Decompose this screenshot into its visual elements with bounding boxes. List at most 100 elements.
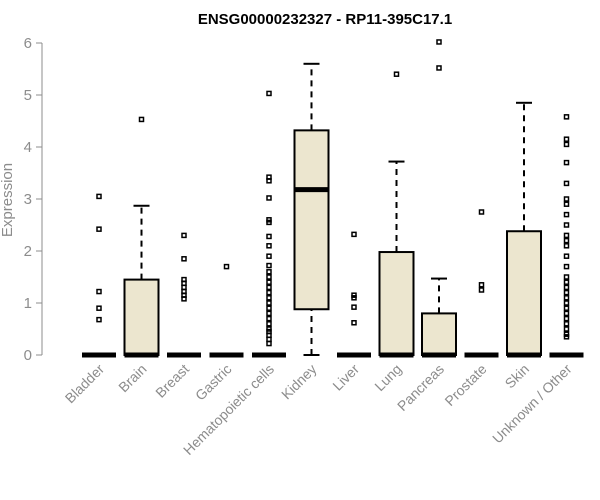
x-tick-label: Skin [502, 361, 533, 392]
outlier-point [478, 282, 485, 288]
outlier-point [181, 284, 187, 291]
outlier-point [351, 231, 357, 238]
outlier-point [563, 243, 570, 249]
outlier-point [563, 295, 570, 301]
box-group [293, 62, 330, 356]
y-tick-label: 2 [24, 243, 32, 260]
box-body [421, 312, 457, 356]
outlier-point [436, 39, 442, 45]
y-tick-label: 4 [24, 139, 32, 156]
outlier-point [351, 320, 357, 326]
box-group [209, 263, 244, 358]
outlier-point [563, 237, 570, 244]
outlier-point [266, 295, 272, 301]
box-group [337, 231, 371, 358]
box-body [123, 278, 160, 357]
outlier-point [563, 315, 570, 322]
y-tick-label: 1 [24, 295, 32, 312]
y-tick-label: 0 [24, 347, 32, 364]
box-group [167, 232, 201, 358]
y-axis: 0 1 2 3 4 5 6 [24, 35, 43, 364]
box-group [506, 101, 542, 358]
outlier-point [223, 263, 230, 270]
outlier-point [563, 284, 570, 291]
outlier-point [266, 219, 272, 226]
outlier-point [266, 262, 272, 269]
x-tick-label: Pancreas [394, 361, 447, 414]
outlier-point [563, 159, 570, 166]
x-tick-label: Bladder [62, 361, 108, 407]
x-tick-label: Lung [371, 361, 404, 394]
outlier-point [96, 226, 102, 232]
x-tick-label: Unknown / Other [489, 361, 575, 447]
outlier-point [266, 195, 272, 201]
outlier-point [563, 289, 570, 296]
outlier-point [96, 288, 102, 295]
outlier-point [266, 90, 272, 97]
y-tick-label: 5 [24, 87, 32, 104]
x-tick-label: Kidney [278, 361, 320, 403]
box-group [549, 114, 584, 358]
outlier-point [181, 232, 187, 239]
outlier-point [266, 233, 272, 240]
box-group [252, 90, 286, 358]
x-tick-label: Breast [152, 361, 192, 401]
y-tick-label: 6 [24, 35, 32, 52]
outlier-point [266, 279, 272, 285]
outlier-point [563, 263, 570, 270]
box-body [506, 230, 542, 357]
outlier-point [266, 289, 272, 296]
outlier-point [563, 310, 570, 317]
plot-area [82, 39, 584, 358]
outlier-point [266, 269, 272, 275]
outlier-point [266, 305, 272, 311]
outlier-point [181, 256, 187, 262]
outlier-point [181, 296, 187, 302]
outlier-point [96, 316, 102, 323]
outlier-point [563, 196, 570, 202]
outlier-point [266, 332, 272, 338]
outlier-point [138, 116, 145, 123]
outlier-point [351, 295, 357, 301]
outlier-point [563, 305, 570, 311]
box-body [378, 251, 415, 356]
outlier-point [266, 300, 272, 306]
outlier-point [563, 222, 570, 228]
outlier-point [563, 211, 570, 218]
outlier-point [393, 71, 400, 77]
outlier-point [266, 336, 272, 343]
outlier-point [563, 201, 570, 207]
outlier-point [563, 114, 570, 120]
outlier-point [266, 284, 272, 291]
outlier-point [266, 310, 272, 317]
y-axis-label: Expression [0, 163, 16, 237]
box-group [464, 209, 499, 358]
outlier-point [266, 178, 272, 184]
outlier-point [563, 141, 570, 148]
x-tick-label: Liver [329, 361, 362, 394]
box-body [293, 129, 330, 311]
outlier-point [563, 300, 570, 306]
box-group [378, 71, 415, 358]
outlier-point [266, 243, 272, 249]
outlier-point [563, 136, 570, 142]
outlier-point [563, 279, 570, 285]
box-group [421, 39, 457, 358]
chart-title: ENSG00000232327 - RP11-395C17.1 [198, 11, 452, 28]
outlier-point [96, 193, 102, 200]
outlier-point [181, 280, 187, 286]
y-tick-label: 3 [24, 191, 32, 208]
outlier-point [436, 65, 442, 71]
box-group [82, 193, 116, 358]
outlier-point [266, 315, 272, 322]
outlier-point [563, 253, 570, 259]
outlier-point [351, 304, 357, 310]
outlier-point [266, 253, 272, 259]
outlier-point [96, 305, 102, 311]
outlier-point [563, 326, 570, 332]
outlier-point [478, 287, 485, 293]
box-group [123, 116, 160, 358]
